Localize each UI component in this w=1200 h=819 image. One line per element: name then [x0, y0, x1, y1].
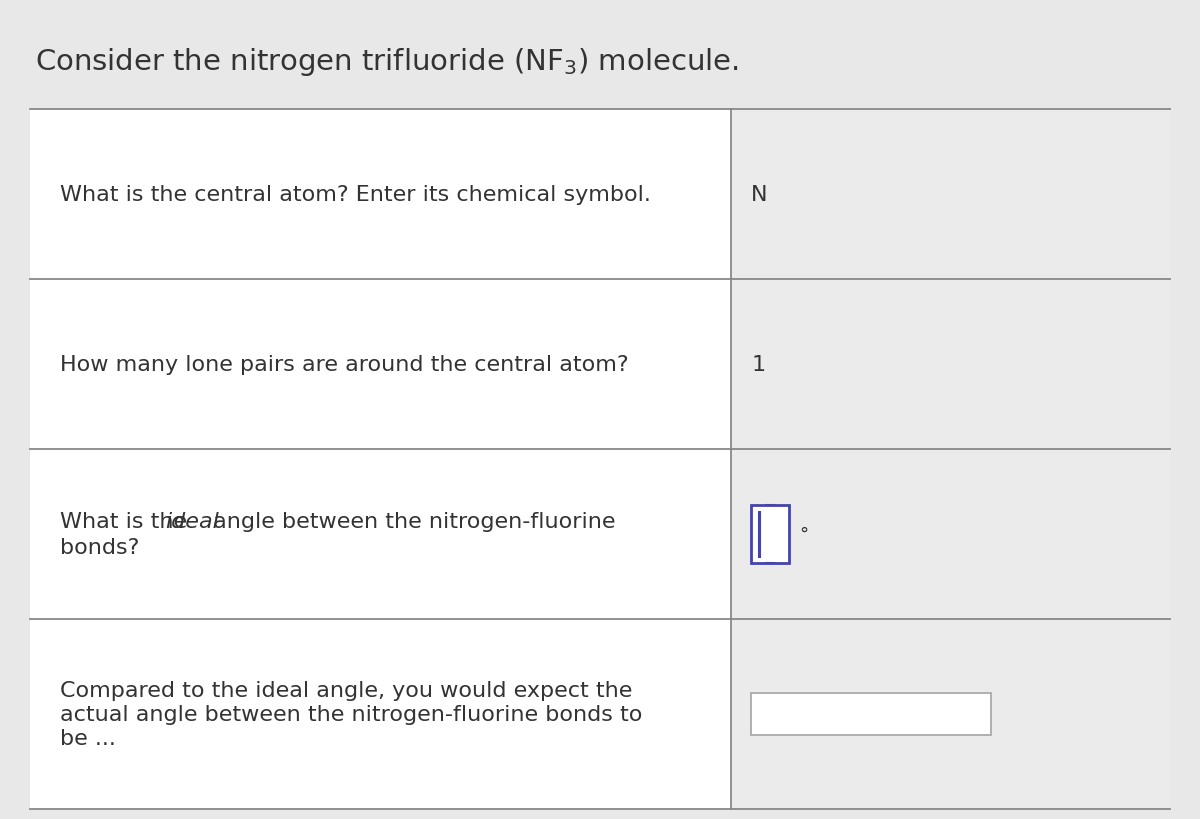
- Bar: [30, 110, 1170, 809]
- Bar: [731, 450, 1170, 619]
- Text: actual angle between the nitrogen-fluorine bonds to: actual angle between the nitrogen-fluori…: [60, 704, 642, 724]
- Text: Compared to the ideal angle, you would expect the: Compared to the ideal angle, you would e…: [60, 680, 632, 700]
- Bar: [731, 279, 1170, 450]
- Text: 1: 1: [751, 355, 766, 374]
- Bar: [751, 505, 790, 563]
- Text: angle between the nitrogen-fluorine: angle between the nitrogen-fluorine: [206, 511, 616, 532]
- Text: ideal: ideal: [166, 511, 220, 532]
- Text: ∨: ∨: [964, 705, 977, 723]
- Bar: [731, 110, 1170, 279]
- Text: °: °: [799, 525, 809, 543]
- Text: N: N: [751, 185, 768, 205]
- Text: bigger: bigger: [766, 704, 836, 724]
- Text: What is the: What is the: [60, 511, 194, 532]
- Text: be ...: be ...: [60, 728, 116, 748]
- Text: How many lone pairs are around the central atom?: How many lone pairs are around the centr…: [60, 355, 629, 374]
- Bar: [731, 619, 1170, 809]
- Text: Consider the nitrogen trifluoride $\left(\mathregular{NF_3}\right)$ molecule.: Consider the nitrogen trifluoride $\left…: [35, 46, 739, 78]
- Bar: [751, 693, 991, 735]
- Text: What is the central atom? Enter its chemical symbol.: What is the central atom? Enter its chem…: [60, 185, 650, 205]
- Text: bonds?: bonds?: [60, 537, 139, 557]
